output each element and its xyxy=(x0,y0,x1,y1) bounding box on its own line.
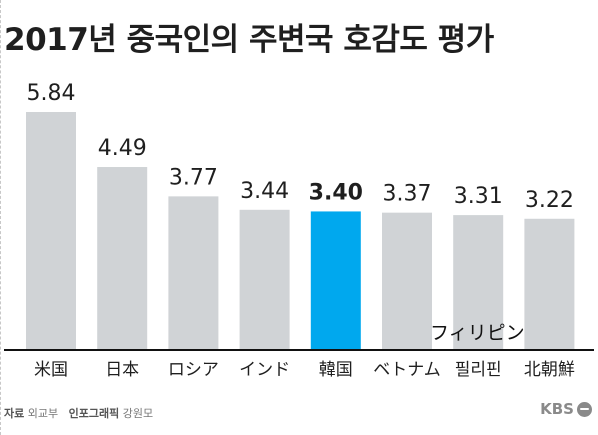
value-label: 3.31 xyxy=(454,184,503,209)
bar xyxy=(26,112,76,350)
overlay-label: フィリピン xyxy=(430,322,525,344)
kbs-logo-icon xyxy=(577,401,592,417)
value-label: 5.84 xyxy=(27,81,76,106)
value-label: 4.49 xyxy=(98,136,147,161)
category-label: ロシア xyxy=(168,360,219,380)
category-label: 韓国 xyxy=(319,360,353,380)
category-label: 北朝鮮 xyxy=(524,360,575,380)
source-label: 자료 xyxy=(4,407,25,420)
value-label: 3.77 xyxy=(169,165,218,190)
bar xyxy=(168,196,219,350)
graphic-label: 인포그래픽 xyxy=(68,407,120,420)
footer-credits: 자료 외교부 인포그래픽 강원모 xyxy=(4,405,153,421)
value-label: 3.44 xyxy=(240,179,289,204)
value-label: 3.22 xyxy=(525,188,574,213)
value-label: 3.40 xyxy=(309,180,363,205)
graphic-value: 강원모 xyxy=(122,407,154,420)
brand-name: KBS xyxy=(540,400,574,418)
bar xyxy=(382,212,432,350)
source-value: 외교부 xyxy=(27,407,59,420)
bar xyxy=(97,167,148,350)
category-label: 日本 xyxy=(105,360,139,380)
bar xyxy=(310,211,361,350)
bar xyxy=(524,218,575,350)
category-label: 필리핀 xyxy=(455,360,502,380)
category-label: インド xyxy=(239,360,290,380)
chart-title: 2017년 중국인의 주변국 호감도 평가 xyxy=(4,22,494,58)
category-label: 米国 xyxy=(34,360,68,380)
value-label: 3.37 xyxy=(383,182,432,207)
brand-logo: KBS xyxy=(540,400,592,418)
category-label: ベトナム xyxy=(373,360,441,380)
bar xyxy=(239,209,290,350)
bar xyxy=(453,215,504,350)
